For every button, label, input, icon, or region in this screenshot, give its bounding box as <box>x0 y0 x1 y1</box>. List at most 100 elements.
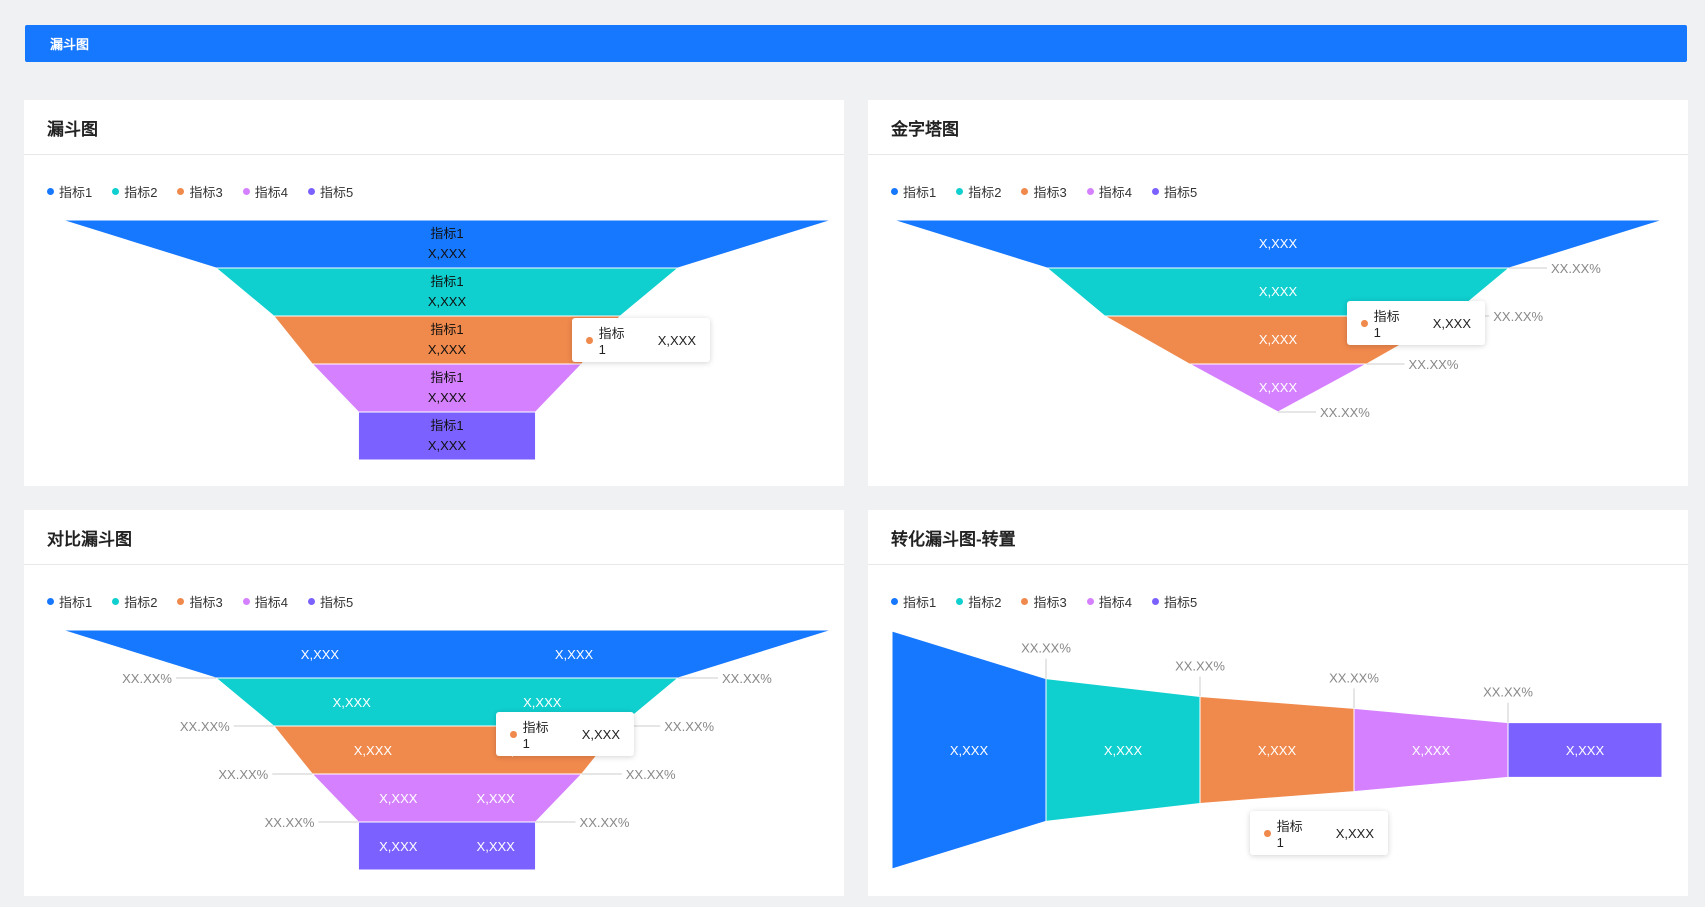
legend-label: 指标2 <box>968 185 1002 200</box>
compare-right-conversion-label: XX.XX% <box>664 719 714 734</box>
tooltip-value: X,XXX <box>657 332 696 348</box>
legend-dot-icon <box>1021 188 1029 195</box>
pyramid-value-label: X,XXX <box>1259 428 1298 443</box>
funnel-tooltip: 指标1 X,XXX <box>572 318 710 362</box>
funnel-stage-label: 指标1 <box>430 226 463 241</box>
funnel-value-label: X,XXX <box>428 342 467 357</box>
transposed-value-label: X,XXX <box>1258 743 1297 758</box>
compare-segment <box>61 629 833 679</box>
pyramid-card-title: 金字塔图 <box>868 100 1688 155</box>
legend-item[interactable]: 指标2 <box>112 182 157 201</box>
funnel-stage-label: 指标1 <box>430 274 463 289</box>
compare-left-conversion-label: XX.XX% <box>180 719 230 734</box>
legend-dot-icon <box>242 188 250 195</box>
compare-left-value-label: X,XXX <box>333 695 372 710</box>
funnel-chart: 指标1 X,XXX 指标1 X,XXX 指标1 X,XXX 指标1 X,XXX 指标1 X,XXX <box>61 219 833 461</box>
transposed-conversion-label: XX.XX% <box>1483 685 1533 700</box>
legend-item[interactable]: 指标5 <box>1151 182 1198 201</box>
legend-item[interactable]: 指标4 <box>242 592 288 611</box>
transposed-value-label: X,XXX <box>1104 743 1143 758</box>
legend-item[interactable]: 指标4 <box>1086 182 1132 201</box>
legend-dot-icon <box>891 598 898 605</box>
legend-dot-icon <box>177 188 185 195</box>
pyramid-value-label: X,XXX <box>1259 284 1298 299</box>
compare-segment <box>357 821 537 871</box>
compare-left-value-label: X,XXX <box>301 647 340 662</box>
tooltip-dot-icon <box>1361 319 1368 327</box>
transposed-card: 转化漏斗图-转置 指标1 指标2 指标3 指标4 指标5 X,XXX X,XXX X,XXX… <box>868 510 1688 896</box>
funnel-stage-label: 指标1 <box>430 418 463 433</box>
legend-label: 指标5 <box>319 185 354 200</box>
legend-item[interactable]: 指标1 <box>891 592 936 611</box>
legend-dot-icon <box>47 598 54 605</box>
transposed-value-label: X,XXX <box>1566 743 1605 758</box>
compare-left-value-label: X,XXX <box>379 839 418 854</box>
legend-label: 指标1 <box>59 185 93 200</box>
legend-item[interactable]: 指标2 <box>956 592 1001 611</box>
funnel-segment <box>357 411 537 461</box>
transposed-conversion-label: XX.XX% <box>1329 670 1379 685</box>
legend-dot-icon <box>1151 188 1159 195</box>
legend-dot-icon <box>956 598 964 605</box>
legend-label: 指标1 <box>903 595 937 610</box>
legend-item[interactable]: 指标5 <box>1151 592 1198 611</box>
transposed-card-title: 转化漏斗图-转置 <box>868 510 1688 565</box>
legend-dot-icon <box>112 188 120 195</box>
legend-label: 指标4 <box>1098 185 1132 200</box>
transposed-value-label: X,XXX <box>1412 743 1451 758</box>
legend-label: 指标4 <box>1098 595 1132 610</box>
pyramid-value-label: X,XXX <box>1259 236 1298 251</box>
legend-item[interactable]: 指标2 <box>956 182 1001 201</box>
legend-item[interactable]: 指标5 <box>307 182 354 201</box>
funnel-value-label: X,XXX <box>428 438 467 453</box>
legend-label: 指标3 <box>189 595 223 610</box>
pyramid-tooltip: 指标1 X,XXX <box>1347 301 1485 345</box>
tooltip-label: 指标1 <box>522 720 549 751</box>
transposed-conversion-label: XX.XX% <box>1175 658 1225 673</box>
legend-dot-icon <box>307 188 315 195</box>
legend-item[interactable]: 指标1 <box>47 592 92 611</box>
legend-dot-icon <box>307 598 315 605</box>
legend-item[interactable]: 指标1 <box>47 182 92 201</box>
legend-label: 指标4 <box>254 185 288 200</box>
compare-right-conversion-label: XX.XX% <box>722 671 772 686</box>
transposed-conversion-label: XX.XX% <box>1021 641 1071 656</box>
pyramid-segment <box>1189 363 1367 413</box>
pyramid-conversion-label: XX.XX% <box>1409 357 1459 372</box>
legend-label: 指标2 <box>124 185 158 200</box>
legend-label: 指标3 <box>189 185 223 200</box>
pyramid-chart: X,XXX X,XXX X,XXX X,XXX X,XXX XX.XX% XX.XX% XX.… <box>892 219 1664 460</box>
legend-dot-icon <box>1021 598 1029 605</box>
compare-right-conversion-label: XX.XX% <box>626 767 676 782</box>
legend-label: 指标5 <box>1163 595 1198 610</box>
compare-left-conversion-label: XX.XX% <box>265 815 315 830</box>
tooltip-label: 指标1 <box>1373 309 1400 340</box>
legend-dot-icon <box>47 188 54 195</box>
legend-item[interactable]: 指标1 <box>891 182 936 201</box>
pyramid-value-label: X,XXX <box>1259 380 1298 395</box>
funnel-value-label: X,XXX <box>428 390 467 405</box>
legend-item[interactable]: 指标2 <box>112 592 157 611</box>
legend-label: 指标5 <box>319 595 354 610</box>
pyramid-card: 金字塔图 指标1 指标2 指标3 指标4 指标5 X,XXX X,XXX X,XXX X,XX… <box>868 100 1688 486</box>
legend-item[interactable]: 指标4 <box>1086 592 1132 611</box>
legend-item[interactable]: 指标3 <box>177 182 223 201</box>
legend-label: 指标3 <box>1033 185 1067 200</box>
tooltip-label: 指标1 <box>1276 819 1303 850</box>
legend-item[interactable]: 指标3 <box>177 592 223 611</box>
pyramid-value-label: X,XXX <box>1259 332 1298 347</box>
legend-label: 指标5 <box>1163 185 1198 200</box>
page-title: 漏斗图 <box>50 37 90 52</box>
transposed-chart: X,XXX X,XXX X,XXX X,XXX X,XXX XX.XX% XX.XX% XX.… <box>891 630 1663 870</box>
pyramid-conversion-label: XX.XX% <box>1493 309 1543 324</box>
legend-item[interactable]: 指标3 <box>1021 592 1067 611</box>
legend-label: 指标2 <box>968 595 1002 610</box>
funnel-value-label: X,XXX <box>428 294 467 309</box>
tooltip-label: 指标1 <box>598 326 625 357</box>
legend-item[interactable]: 指标4 <box>242 182 288 201</box>
compare-card: 对比漏斗图 指标1 指标2 指标3 指标4 指标5 X,XXX X,XXX X,XXX X,X… <box>24 510 844 896</box>
pyramid-conversion-label: XX.XX% <box>1551 261 1601 276</box>
pyramid-conversion-label: XX.XX% <box>1320 405 1370 420</box>
legend-item[interactable]: 指标5 <box>307 592 354 611</box>
legend-item[interactable]: 指标3 <box>1021 182 1067 201</box>
